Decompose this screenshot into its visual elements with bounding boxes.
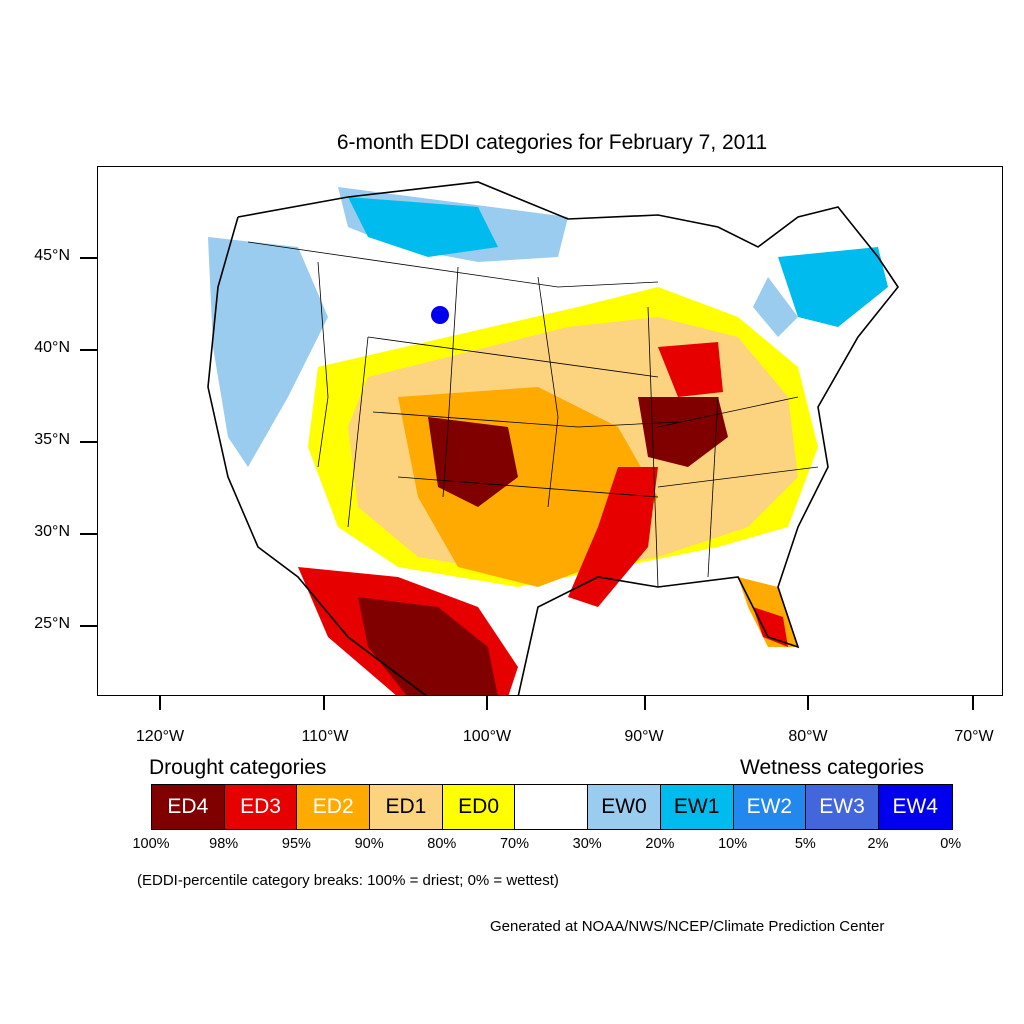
dry-florida-ed3 bbox=[753, 607, 788, 647]
lat-label-25n: 25°N bbox=[34, 615, 70, 632]
legend-cell-ew3: EW3 bbox=[806, 785, 879, 829]
dry-ohio-ed4 bbox=[638, 397, 728, 467]
lon-label-90w: 90°W bbox=[624, 728, 664, 745]
credit-line: Generated at NOAA/NWS/NCEP/Climate Predi… bbox=[490, 918, 885, 935]
percent-label: 70% bbox=[499, 836, 530, 852]
percent-label: 95% bbox=[281, 836, 311, 852]
lat-tick bbox=[80, 441, 97, 443]
legend-cell-ed4: ED4 bbox=[152, 785, 225, 829]
lat-label-45n: 45°N bbox=[34, 247, 70, 264]
lon-tick bbox=[972, 696, 974, 710]
legend-cell-ew4: EW4 bbox=[878, 785, 952, 829]
lon-label-110w: 110°W bbox=[301, 728, 349, 745]
legend-cell-ed1: ED1 bbox=[370, 785, 443, 829]
wet-montana-core bbox=[348, 197, 498, 257]
legend-cell-ed0: ED0 bbox=[442, 785, 516, 829]
percent-label: 10% bbox=[718, 836, 748, 852]
lat-tick bbox=[80, 533, 97, 535]
lon-tick bbox=[486, 696, 488, 710]
lat-tick bbox=[80, 257, 97, 259]
legend-cell-ew0: EW0 bbox=[588, 785, 661, 829]
lat-label-30n: 30°N bbox=[34, 523, 70, 540]
drought-categories-heading: Drought categories bbox=[149, 756, 327, 779]
wetness-categories-heading: Wetness categories bbox=[740, 756, 925, 779]
percent-label: 20% bbox=[645, 836, 675, 852]
lon-tick bbox=[323, 696, 325, 710]
legend-cell-ew2: EW2 bbox=[733, 785, 807, 829]
percent-label: 98% bbox=[209, 836, 239, 852]
dry-michigan-ed3 bbox=[658, 342, 723, 397]
lon-tick bbox=[807, 696, 809, 710]
legend-cell-neutral bbox=[515, 785, 589, 829]
legend-bar: ED4 ED3 ED2 ED1 ED0 EW0 EW1 EW2 EW3 EW4 bbox=[151, 784, 953, 830]
wet-spot-ew4 bbox=[431, 306, 449, 324]
percent-label: 80% bbox=[427, 836, 457, 852]
wet-pacific-nw bbox=[208, 237, 328, 467]
map-title: 6-month EDDI categories for February 7, … bbox=[336, 131, 768, 154]
lon-label-80w: 80°W bbox=[788, 728, 828, 745]
lon-label-100w: 100°W bbox=[462, 728, 512, 745]
percent-label: 100% bbox=[132, 836, 170, 852]
coastline bbox=[207, 181, 899, 695]
percent-label: 0% bbox=[940, 836, 962, 852]
eddi-map bbox=[207, 181, 899, 695]
legend-cell-ed2: ED2 bbox=[297, 785, 371, 829]
lat-label-40n: 40°N bbox=[34, 339, 70, 356]
lon-tick bbox=[159, 696, 161, 710]
percent-label: 2% bbox=[867, 836, 889, 852]
lon-tick bbox=[644, 696, 646, 710]
state-boundaries bbox=[247, 241, 819, 588]
dry-mississippi-ed3 bbox=[568, 467, 658, 607]
lat-label-35n: 35°N bbox=[34, 431, 70, 448]
lon-label-70w: 70°W bbox=[954, 728, 994, 745]
lon-label-120w: 120°W bbox=[135, 728, 185, 745]
breaks-note: (EDDI-percentile category breaks: 100% =… bbox=[137, 872, 559, 889]
legend-cell-ed3: ED3 bbox=[224, 785, 298, 829]
wet-northeast bbox=[778, 247, 888, 327]
lat-tick bbox=[80, 625, 97, 627]
legend-cell-ew1: EW1 bbox=[660, 785, 734, 829]
percent-label: 5% bbox=[794, 836, 816, 852]
percent-label: 30% bbox=[572, 836, 602, 852]
map-frame bbox=[97, 166, 1003, 696]
percent-label: 90% bbox=[354, 836, 384, 852]
lat-tick bbox=[80, 349, 97, 351]
wet-northeast-edge bbox=[753, 277, 798, 337]
